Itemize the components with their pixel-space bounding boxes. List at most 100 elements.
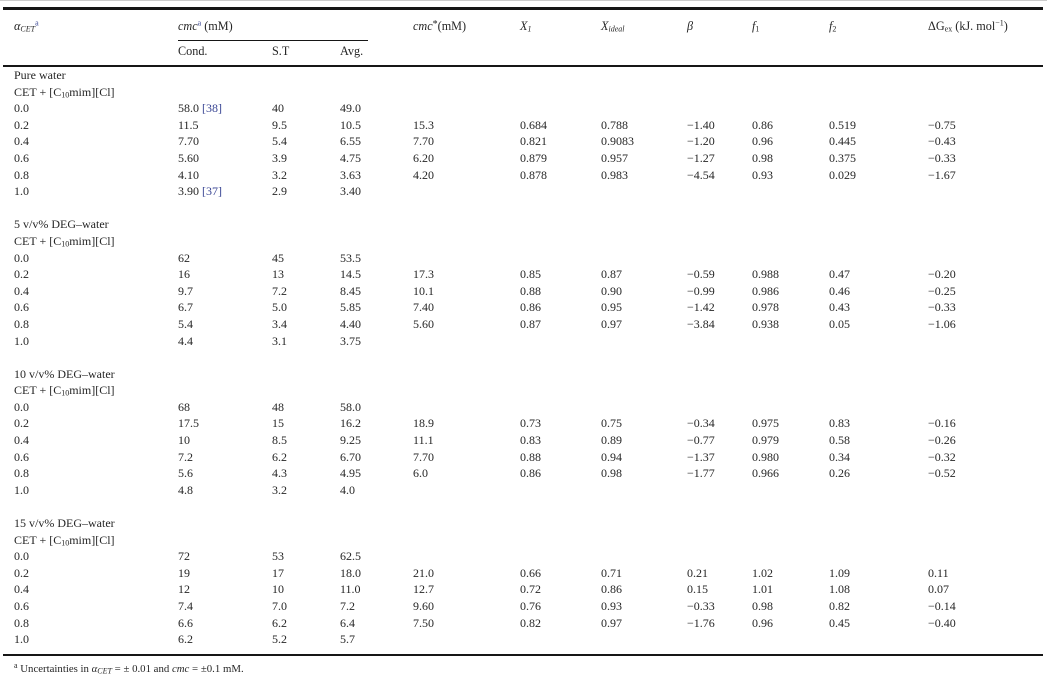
cell-avg: 58.0	[340, 399, 361, 414]
cell-f1: 0.98	[752, 599, 774, 613]
cell-f2: 0.46	[829, 283, 851, 298]
cell-f2	[829, 100, 928, 117]
cell-f2: 0.43	[829, 300, 851, 315]
col-header-f2: f2	[829, 8, 929, 67]
cell-x-ideal: 0.89	[601, 433, 623, 448]
table-row: 1.0 3.90 [37] 2.9 3.40	[3, 183, 1043, 200]
cell-avg: 3.75	[340, 333, 361, 348]
cell-cmc-star: 10.1	[413, 283, 435, 298]
section-spacer-cell	[3, 349, 1043, 366]
table-row: 0.2 16 13 14.5 17.3 0.85 0.87 −0.59 0.988 0.47 −0.…	[3, 266, 1043, 283]
cell-cmc-star: 12.7	[413, 582, 435, 597]
alpha-symbol: α	[14, 19, 21, 33]
cell-dg-ex	[928, 333, 1043, 350]
cell-beta	[687, 548, 752, 565]
cell-alpha: 0.8	[14, 167, 29, 182]
formula-row: CET + [C10mim][Cl]	[3, 233, 1043, 250]
cell-avg: 8.45	[340, 283, 361, 298]
bottom-pad-row	[3, 648, 1043, 655]
cell-x1	[520, 333, 601, 350]
cell-x1: 0.85	[520, 267, 542, 282]
cell-alpha: 0.2	[14, 416, 29, 431]
beta-symbol: β	[687, 19, 694, 33]
cell-alpha: 0.2	[14, 267, 29, 282]
cell-cond: 16	[178, 267, 190, 282]
cell-cond: 6.2	[178, 632, 193, 647]
cell-dg-ex: −0.40	[928, 615, 956, 630]
section-title-row: 10 v/v% DEG–water	[3, 366, 1043, 383]
col-header-beta: β	[687, 8, 753, 67]
cell-f2	[829, 548, 928, 565]
cell-beta: −0.59	[687, 267, 715, 282]
cell-x1	[520, 482, 601, 499]
cell-dg-ex: −0.32	[928, 449, 956, 464]
cell-cond: 5.4	[178, 316, 193, 331]
cell-avg: 14.5	[340, 267, 361, 282]
cell-avg: 16.2	[340, 416, 361, 431]
cell-f1: 0.93	[752, 167, 774, 182]
cell-x1	[520, 100, 601, 117]
cell-alpha: 0.0	[14, 399, 29, 414]
table-row: 0.0 68 48 58.0	[3, 399, 1043, 416]
section-title-row: 5 v/v% DEG–water	[3, 216, 1043, 233]
citation-link[interactable]: [38]	[202, 101, 222, 116]
citation-link[interactable]: [37]	[202, 184, 222, 199]
footnote-ref-a[interactable]: a	[197, 18, 202, 28]
cell-f2: 0.82	[829, 599, 851, 613]
table-row: 1.0 4.4 3.1 3.75	[3, 333, 1043, 350]
cell-x1	[520, 399, 601, 416]
col-header-x-ideal: Xideal	[601, 8, 688, 67]
col-header-avg: Avg.	[340, 41, 414, 67]
cell-st: 5.4	[272, 134, 287, 149]
cell-beta	[687, 100, 752, 117]
cell-x-ideal: 0.86	[601, 582, 623, 597]
footnote-ref-a[interactable]: a	[35, 18, 39, 28]
table-row: 0.8 5.4 3.4 4.40 5.60 0.87 0.97 −3.84 0.938 0.05 −…	[3, 316, 1043, 333]
cell-dg-ex: 0.07	[928, 582, 950, 597]
cell-alpha: 0.4	[14, 582, 29, 597]
cell-beta: −1.77	[687, 466, 715, 481]
cell-f1	[752, 399, 829, 416]
alpha-subscript: CET	[97, 666, 112, 676]
cell-dg-ex: −0.52	[928, 466, 956, 481]
cell-cond: 6.7	[178, 300, 193, 315]
cell-st: 3.2	[272, 167, 287, 182]
cell-avg: 5.7	[340, 632, 355, 647]
cell-x-ideal: 0.983	[601, 167, 629, 182]
formula-row: CET + [C10mim][Cl]	[3, 382, 1043, 399]
cell-x-ideal: 0.93	[601, 599, 623, 613]
cell-dg-ex	[928, 100, 1043, 117]
cell-cmc-star: 5.60	[413, 316, 435, 331]
cell-cond: 17.5	[178, 416, 199, 431]
cell-alpha: 0.4	[14, 433, 29, 448]
cell-f1: 0.96	[752, 134, 774, 149]
cell-dg-ex: −0.25	[928, 283, 956, 298]
cell-f2	[829, 399, 928, 416]
cell-avg: 49.0	[340, 101, 361, 116]
cmc-group-underline: cmca (mM)	[178, 18, 369, 41]
cell-f2: 0.445	[829, 134, 857, 149]
cell-x-ideal	[601, 482, 687, 499]
cell-avg: 9.25	[340, 433, 361, 448]
cell-f1: 0.986	[752, 283, 780, 298]
table-row: 0.0 58.0 [38] 40 49.0	[3, 100, 1043, 117]
section-title: 5 v/v% DEG–water	[14, 217, 109, 232]
section-spacer-cell	[3, 498, 1043, 515]
table-row: 0.6 5.60 3.9 4.75 6.20 0.879 0.957 −1.27 0.98 0.3…	[3, 150, 1043, 167]
alpha-symbol: α	[91, 662, 98, 675]
cell-f1	[752, 100, 829, 117]
cell-beta: −0.34	[687, 416, 715, 431]
cell-dg-ex	[928, 399, 1043, 416]
cell-alpha: 0.6	[14, 449, 29, 464]
cell-beta: −1.20	[687, 134, 715, 149]
cell-f1: 0.966	[752, 466, 780, 481]
cell-f1: 0.978	[752, 300, 780, 315]
asterisk-marker: *	[432, 19, 438, 30]
cell-st: 3.2	[272, 482, 287, 497]
bottom-pad-cell	[3, 648, 1043, 655]
cell-avg: 7.2	[340, 599, 355, 613]
cell-f1	[752, 631, 829, 648]
cell-f2: 1.09	[829, 565, 851, 580]
table-row: 0.4 10 8.5 9.25 11.1 0.83 0.89 −0.77 0.979 0.58 −0…	[3, 432, 1043, 449]
